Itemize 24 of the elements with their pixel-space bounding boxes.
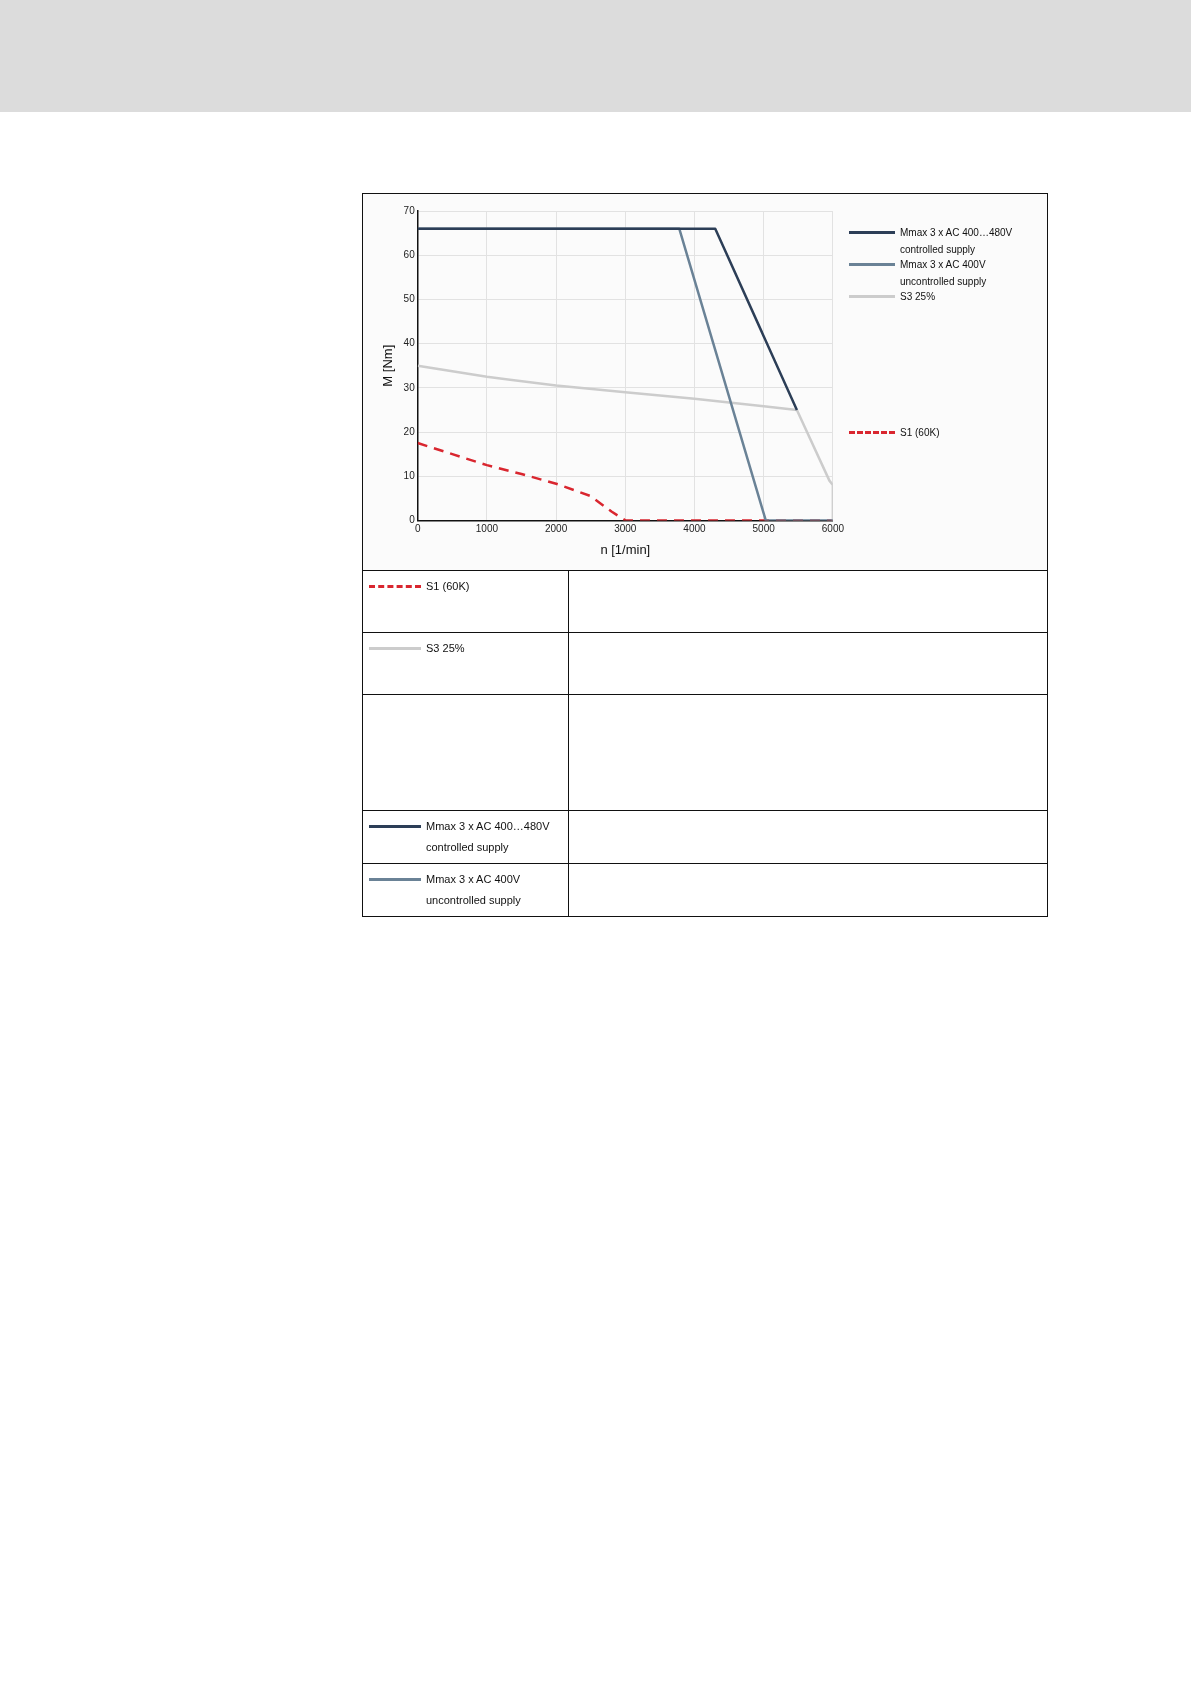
text: S1 (60K) [900, 427, 940, 438]
y-tick-label: 10 [403, 469, 416, 481]
y-tick-label: 50 [403, 293, 416, 305]
legend-label: S3 25% [900, 290, 936, 304]
y-tick-label: 0 [409, 514, 416, 526]
x-tick-label: 3000 [614, 523, 637, 535]
text: S3 25% [426, 642, 465, 654]
text: Mmax 3 x AC 400V uncontrolled supply [426, 873, 521, 906]
legend-label: S1 (60K) [426, 579, 470, 594]
x-tick-label: 1000 [475, 523, 499, 535]
legend-label: Mmax 3 x AC 400…480V controlled supply [900, 226, 1013, 257]
y-tick-label: 20 [403, 425, 416, 437]
y-tick-label: 60 [403, 248, 416, 260]
y-tick-label: 70 [403, 204, 416, 216]
y-tick-label: 30 [403, 381, 416, 393]
text: Mmax 3 x AC 400…480V controlled supply [426, 820, 550, 853]
x-tick-label: 5000 [752, 523, 776, 535]
x-tick-label: 2000 [544, 523, 568, 535]
x-tick-label: 6000 [821, 523, 845, 535]
x-axis-title: n [1/min] [600, 541, 651, 557]
y-axis-title: M [Nm] [380, 344, 396, 387]
y-tick-label: 40 [403, 337, 416, 349]
legend-label: Mmax 3 x AC 400V uncontrolled supply [900, 258, 987, 289]
x-tick-label: 4000 [683, 523, 707, 535]
